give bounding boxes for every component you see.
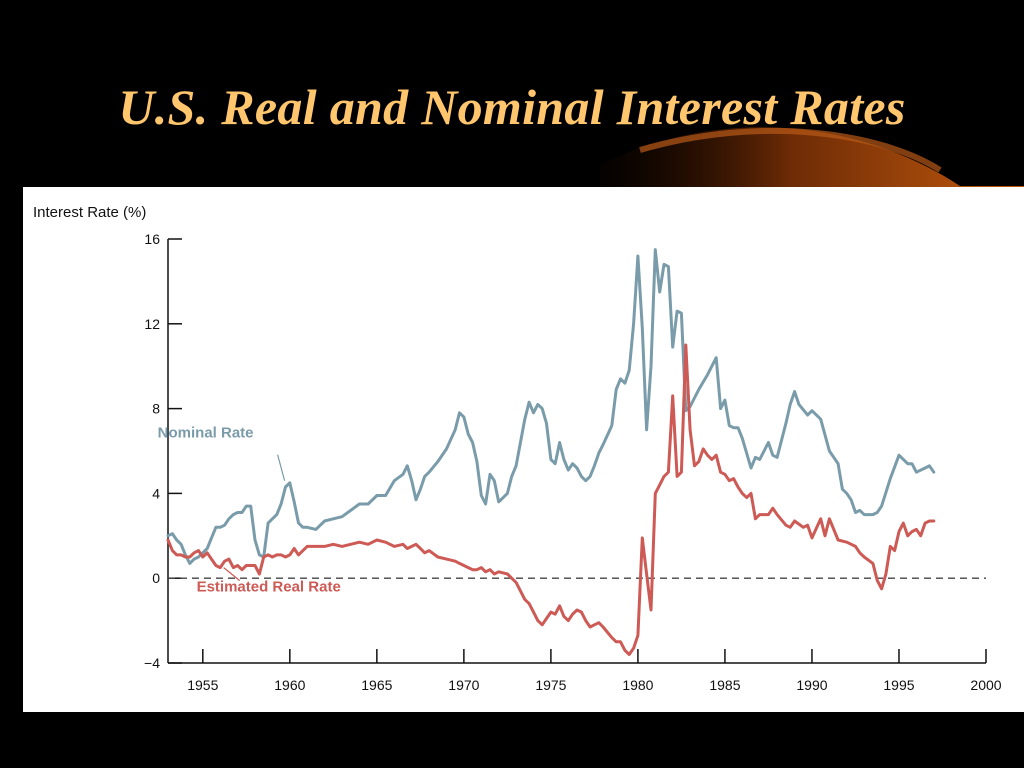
x-tick-label: 2000 — [970, 677, 1001, 693]
x-tick-label: 1955 — [187, 677, 218, 693]
decorative-swoosh — [600, 127, 1024, 190]
axes: −4 0 4 8 12 16 1955 1960 1965 1970 1975 1980 1985 199… — [144, 231, 1002, 693]
x-tick-label: 1985 — [709, 677, 740, 693]
interest-rate-chart: Interest Rate (%) −4 0 4 8 12 16 1955 1960 1965 1… — [33, 204, 1002, 693]
annotations: Nominal Rate Estimated Real Rate — [158, 425, 341, 596]
estimated-real-rate-pointer — [223, 567, 241, 582]
nominal-rate-pointer — [277, 454, 286, 481]
slide-title: U.S. Real and Nominal Interest Rates — [118, 79, 906, 135]
x-tick-label: 1980 — [622, 677, 653, 693]
y-tick-label: −4 — [144, 655, 160, 671]
x-tick-label: 1995 — [883, 677, 914, 693]
estimated-real-rate-line — [166, 343, 936, 656]
y-tick-label: 12 — [144, 316, 160, 332]
x-tick-label: 1975 — [535, 677, 566, 693]
x-tick-label: 1960 — [274, 677, 305, 693]
chart-panel: Interest Rate (%) −4 0 4 8 12 16 1955 1960 1965 1… — [23, 187, 1024, 712]
x-tick-label: 1970 — [448, 677, 479, 693]
estimated-real-rate-annotation: Estimated Real Rate — [197, 579, 341, 596]
x-tick-label: 1965 — [361, 677, 392, 693]
y-tick-label: 0 — [152, 570, 160, 586]
series-layer — [166, 248, 936, 656]
y-axis-label: Interest Rate (%) — [33, 204, 146, 221]
nominal-rate-line — [166, 248, 936, 565]
y-tick-label: 8 — [152, 401, 160, 417]
x-tick-label: 1990 — [796, 677, 827, 693]
nominal-rate-annotation: Nominal Rate — [158, 425, 254, 442]
y-tick-label: 4 — [152, 485, 160, 501]
y-tick-label: 16 — [144, 231, 160, 247]
